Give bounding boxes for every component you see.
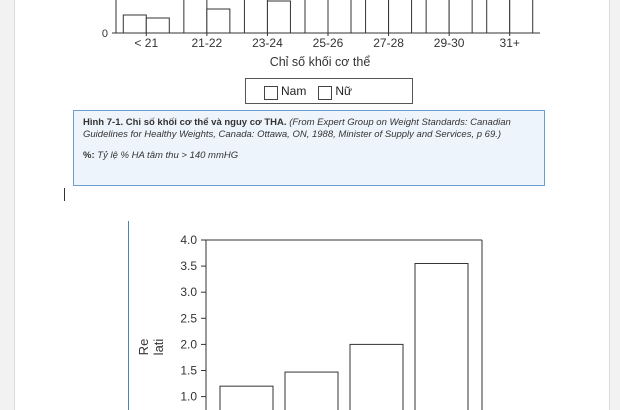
bar-nam xyxy=(183,0,208,34)
bar xyxy=(349,343,404,410)
y-axis-title-line2: lati xyxy=(151,339,166,356)
bar xyxy=(414,262,469,410)
caption-source: (From Expert Group on Weight Standards: … xyxy=(83,117,511,140)
y-tick-label: 3.0 xyxy=(180,285,197,299)
y-tick-label: 2.0 xyxy=(180,337,197,351)
bar-nam xyxy=(425,0,450,34)
y-tick-label: 0 xyxy=(102,28,108,40)
page-margin-right xyxy=(609,0,620,410)
top-bar-chart: 0 < 21 21-22 23-24 25-26 27-28 29-30 31+ Chỉ số … xyxy=(102,0,540,69)
bar-nu xyxy=(388,0,413,34)
legend-label-nam: Nam xyxy=(281,84,307,98)
x-axis-title: Chỉ số khối cơ thể xyxy=(270,55,371,69)
bottom-bar-chart: 1.0 1.5 2.0 2.5 3.0 3.5 4.0 Re lati xyxy=(136,233,483,410)
bar xyxy=(219,385,274,410)
x-tick-label: 21-22 xyxy=(192,36,223,50)
bar-nam xyxy=(304,0,329,34)
x-tick-label: 23-24 xyxy=(252,36,283,50)
page-margin-left xyxy=(0,0,15,410)
legend-label-nu: Nữ xyxy=(335,84,353,98)
legend-item-nam: Nam xyxy=(264,82,306,100)
x-tick-label: 25-26 xyxy=(313,36,344,50)
bar-nu xyxy=(266,0,291,34)
bar-nam xyxy=(122,14,147,34)
text-cursor[interactable] xyxy=(64,188,65,201)
x-tick-label: < 21 xyxy=(134,36,158,50)
bar-nu xyxy=(145,17,170,34)
bar-nu xyxy=(509,0,534,34)
y-tick-label: 1.5 xyxy=(180,364,197,378)
bar xyxy=(284,371,339,410)
y-tick-label: 3.5 xyxy=(180,259,197,273)
x-tick-label: 29-30 xyxy=(434,36,465,50)
caption-note-label: %: xyxy=(83,150,95,161)
bar-nam xyxy=(365,0,390,34)
legend-swatch-nu xyxy=(318,86,333,100)
chart-legend: Nam Nữ xyxy=(245,78,413,104)
caption-note-text: Tỷ lệ % HA tâm thu > 140 mmHG xyxy=(97,150,239,161)
y-tick-label: 1.0 xyxy=(180,390,197,404)
y-tick-label: 2.5 xyxy=(180,311,197,325)
caption-title: Hình 7-1. Chỉ số khối cơ thể và nguy cơ … xyxy=(83,117,287,128)
bar-nam xyxy=(486,0,511,34)
page-margin-line xyxy=(128,221,129,410)
bar-nu xyxy=(206,8,231,34)
bar-nu xyxy=(327,0,352,34)
caption-note: %: Tỷ lệ % HA tâm thu > 140 mmHG xyxy=(83,150,535,162)
x-tick-label: 27-28 xyxy=(373,36,404,50)
y-tick-label: 4.0 xyxy=(180,233,197,247)
bar-nam xyxy=(243,0,268,34)
legend-swatch-nam xyxy=(264,86,278,100)
legend-item-nu: Nữ xyxy=(318,82,352,100)
y-axis-title-line1: Re xyxy=(136,339,151,356)
x-tick-label: 31+ xyxy=(500,36,520,50)
figure-caption: Hình 7-1. Chỉ số khối cơ thể và nguy cơ … xyxy=(73,110,545,186)
bar-nu xyxy=(448,0,473,34)
